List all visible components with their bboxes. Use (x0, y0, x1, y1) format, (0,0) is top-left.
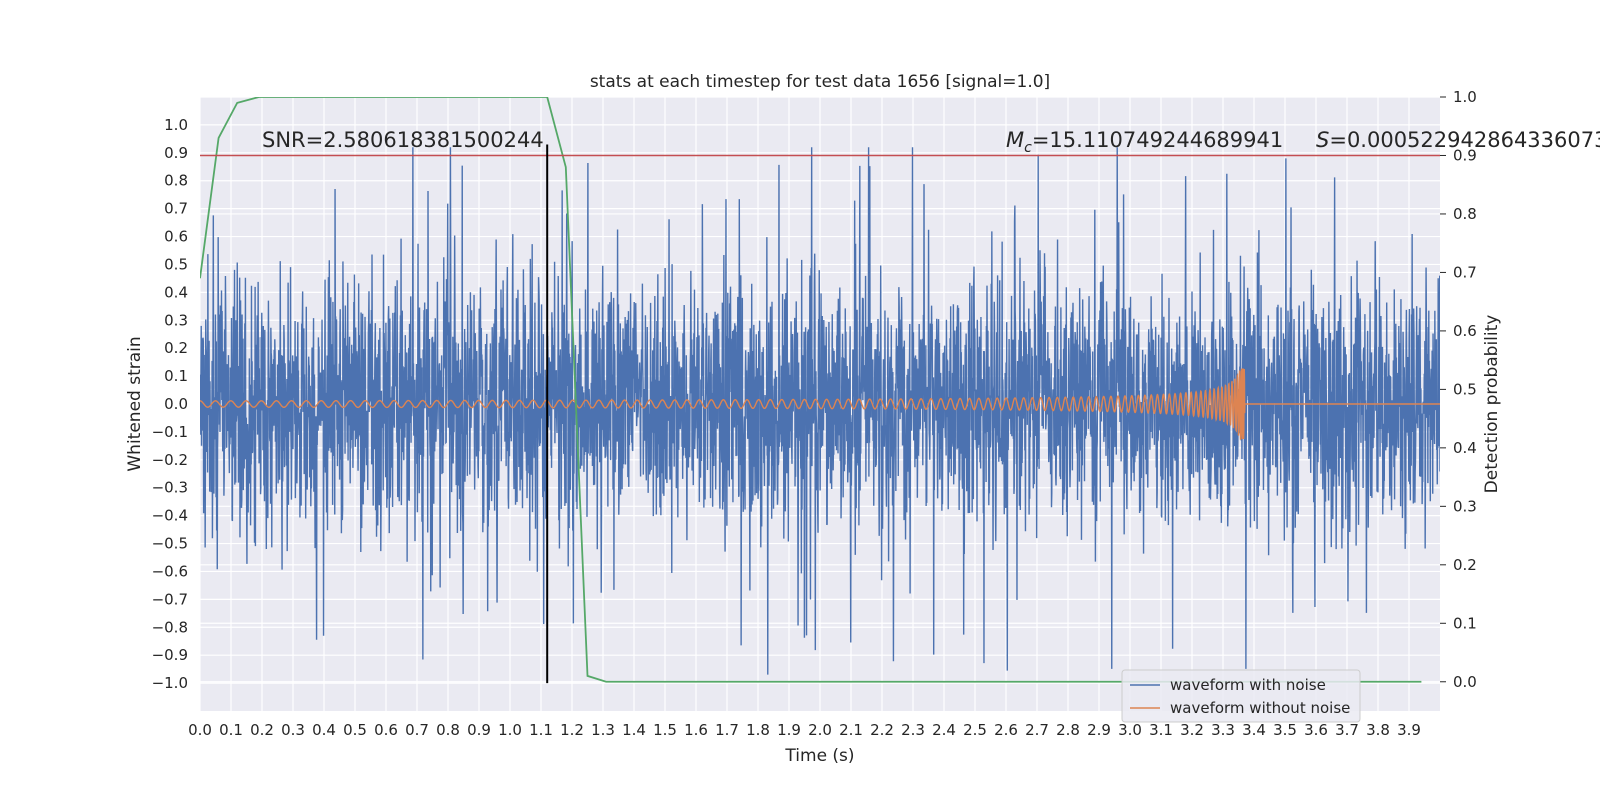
legend-label-noise: waveform with noise (1170, 676, 1326, 694)
y-tick-label: −0.2 (152, 451, 188, 469)
x-tick-label: 0.0 (188, 721, 212, 739)
y2-tick-label: 0.0 (1453, 673, 1477, 691)
x-tick-label: 1.7 (715, 721, 739, 739)
series-line-clean (200, 368, 1440, 440)
x-tick-label: 3.9 (1397, 721, 1421, 739)
y2-tick-label: 1.0 (1453, 88, 1477, 106)
legend-box (1121, 669, 1361, 723)
y-axis-label: Whitened strain (125, 336, 145, 471)
y2-tick-label: 0.4 (1453, 439, 1477, 457)
legend: waveform with noise waveform without noi… (1121, 669, 1361, 723)
x-tick-label: 2.3 (901, 721, 925, 739)
y2-tick-label: 0.5 (1453, 380, 1477, 398)
legend-label-clean: waveform without noise (1170, 699, 1350, 717)
y2-tick-label: 0.7 (1453, 263, 1477, 281)
x-tick-label: 1.0 (498, 721, 522, 739)
y2-tick-label: 0.1 (1453, 614, 1477, 632)
y-tick-label: 0.9 (164, 144, 188, 162)
s-symbol: S (1316, 128, 1329, 152)
x-tick-label: 2.0 (808, 721, 832, 739)
x-tick-label: 2.2 (870, 721, 894, 739)
x-tick-label: 2.5 (963, 721, 987, 739)
snr-annotation: SNR=2.580618381500244 (262, 128, 544, 152)
x-tick-label: 1.1 (529, 721, 553, 739)
x-tick-label: 2.9 (1087, 721, 1111, 739)
y-tick-label: −0.3 (152, 479, 188, 497)
x-tick-label: 0.8 (436, 721, 460, 739)
x-tick-label: 3.7 (1335, 721, 1359, 739)
x-axis-label: Time (s) (784, 746, 854, 766)
axes-layer: 0.0 0.1 0.2 0.3 0.4 0.5 0.6 0.7 0.8 0.9 1.0 1.1 1.2 1… (152, 88, 1477, 739)
y-tick-label: 0.1 (164, 367, 188, 385)
x-tick-label: 1.9 (777, 721, 801, 739)
y2-tick-label: 0.6 (1453, 322, 1477, 340)
y2-tick-label: 0.9 (1453, 146, 1477, 164)
chart-title: stats at each timestep for test data 165… (590, 72, 1050, 92)
x-tick-label: 1.4 (622, 721, 646, 739)
x-tick-label: 3.0 (1118, 721, 1142, 739)
x-tick-label: 1.6 (684, 721, 708, 739)
x-tick-label: 0.3 (281, 721, 305, 739)
y-tick-label: 0.0 (164, 395, 188, 413)
x-tick-label: 1.3 (591, 721, 615, 739)
x-tick-label: 1.2 (560, 721, 584, 739)
y-tick-label: −0.4 (152, 507, 188, 525)
y-tick-label: 0.5 (164, 255, 188, 273)
mc-subscript: c (1024, 140, 1032, 156)
series-line-noise (200, 147, 1440, 675)
y2-tick-label: 0.8 (1453, 205, 1477, 223)
x-tick-label: 2.8 (1056, 721, 1080, 739)
x-tick-label: 3.2 (1180, 721, 1204, 739)
y-tick-label: 0.8 (164, 172, 188, 190)
y-tick-label: −0.7 (152, 590, 188, 608)
series-line-probability (200, 97, 1422, 683)
y-tick-label: 0.4 (164, 283, 188, 301)
x-tick-label: 0.7 (405, 721, 429, 739)
y-tick-label: 0.2 (164, 339, 188, 357)
y-tick-label: −0.8 (152, 618, 188, 636)
x-tick-label: 0.6 (374, 721, 398, 739)
x-tick-label: 0.5 (343, 721, 367, 739)
x-tick-label: 3.8 (1366, 721, 1390, 739)
y-tick-label: 0.7 (164, 200, 188, 218)
y-tick-label: −1.0 (152, 674, 188, 692)
y2-tick-label: 0.3 (1453, 497, 1477, 515)
x-tick-label: 2.4 (932, 721, 956, 739)
y-tick-label: −0.6 (152, 562, 188, 580)
y-tick-label: 1.0 (164, 116, 188, 134)
x-tick-label: 3.3 (1211, 721, 1235, 739)
x-tick-label: 2.7 (1025, 721, 1049, 739)
x-tick-label: 0.9 (467, 721, 491, 739)
x-tick-label: 3.1 (1149, 721, 1173, 739)
x-tick-label: 1.5 (653, 721, 677, 739)
s-value: =0.0005229428643360733 (1329, 128, 1600, 152)
mc-annotation: Mc=15.110749244689941 (1006, 128, 1283, 156)
x-tick-label: 0.1 (219, 721, 243, 739)
y-tick-label: −0.1 (152, 423, 188, 441)
y2-tick-label: 0.2 (1453, 556, 1477, 574)
x-tick-label: 3.6 (1304, 721, 1328, 739)
s-annotation: S=0.0005229428643360733 (1316, 128, 1600, 152)
y-tick-label: 0.3 (164, 311, 188, 329)
x-tick-label: 3.4 (1242, 721, 1266, 739)
series-layer (200, 97, 1440, 684)
mc-value: =15.110749244689941 (1032, 128, 1283, 152)
y2-axis-label: Detection probability (1482, 315, 1502, 494)
x-tick-label: 2.6 (994, 721, 1018, 739)
y-tick-label: −0.5 (152, 535, 188, 553)
x-tick-label: 0.2 (250, 721, 274, 739)
x-tick-label: 0.4 (312, 721, 336, 739)
x-tick-label: 1.8 (746, 721, 770, 739)
x-tick-label: 3.5 (1273, 721, 1297, 739)
x-tick-label: 2.1 (839, 721, 863, 739)
y-tick-label: 0.6 (164, 228, 188, 246)
y-tick-label: −0.9 (152, 646, 188, 664)
mc-symbol: M (1006, 128, 1024, 152)
